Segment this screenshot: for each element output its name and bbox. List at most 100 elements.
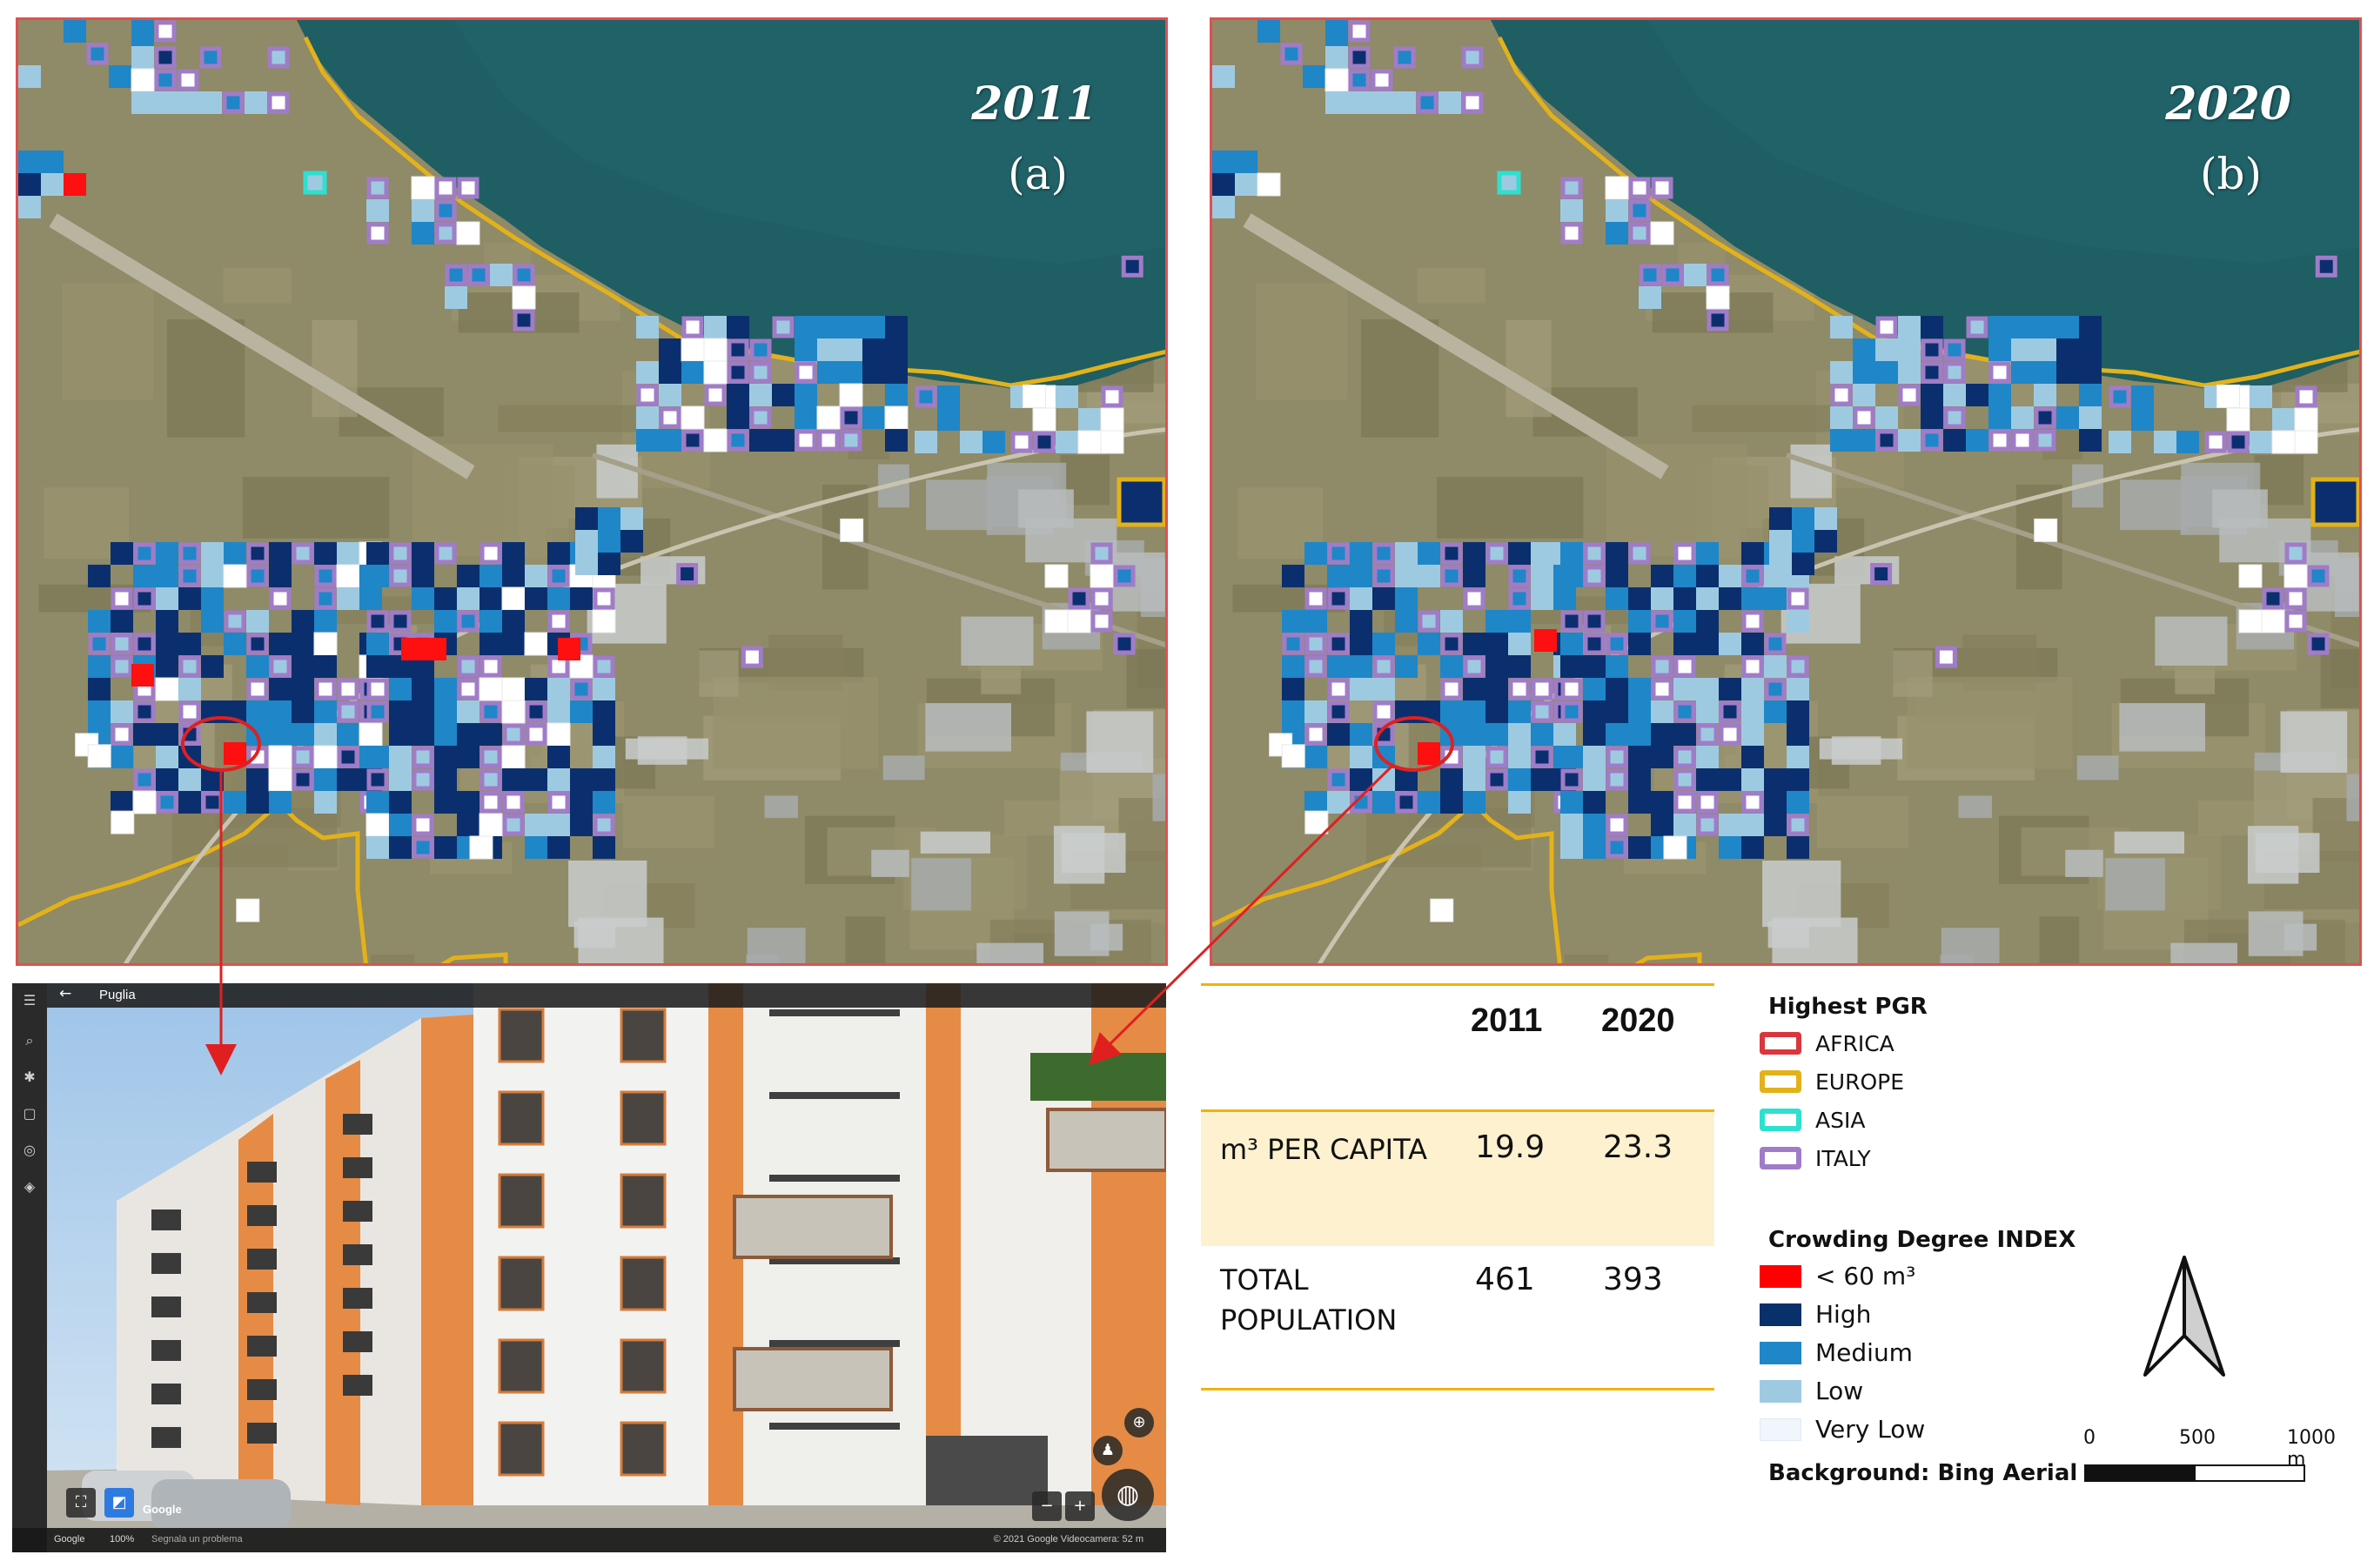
grid-cell-high	[2079, 429, 2102, 452]
grid-cell-low	[1212, 196, 1235, 218]
report-problem-link[interactable]: Segnala un problema	[151, 1534, 243, 1545]
grid-cell-high	[1787, 700, 1809, 723]
grid-cell-vlow	[336, 564, 360, 588]
grid-cell-italy	[1372, 723, 1395, 746]
grid-cell-high	[18, 173, 41, 196]
grid-cell-italy	[1485, 768, 1508, 791]
grid-cell-vlow	[313, 745, 338, 769]
grid-cell-low	[1673, 814, 1696, 836]
fullscreen-icon[interactable]: ⛶	[66, 1488, 96, 1518]
location-icon[interactable]: ◎	[23, 1142, 36, 1158]
grid-cell-italy	[154, 69, 177, 91]
settings-icon[interactable]: ✱	[23, 1069, 36, 1085]
grid-cell-high	[434, 768, 457, 791]
pegman-icon[interactable]: ♟	[1093, 1436, 1123, 1465]
imagery-icon[interactable]: ◩	[104, 1488, 134, 1518]
window	[498, 1090, 545, 1146]
grid-cell-high	[1921, 406, 1943, 429]
grid-cell-high	[201, 768, 224, 791]
grid-cell-low	[1898, 316, 1921, 338]
grid-cell-italy	[1560, 700, 1583, 723]
grid-cell-med	[246, 700, 269, 723]
grid-cell-med	[1418, 633, 1440, 655]
grid-cell-med	[269, 723, 292, 746]
grid-cell-high	[292, 678, 314, 700]
grid-cell-vlow	[111, 810, 135, 834]
grid-cell-vlow	[703, 338, 728, 362]
grid-cell-med	[795, 316, 817, 338]
balcony-rail	[769, 1423, 900, 1430]
grid-cell-italy	[111, 655, 133, 678]
window	[343, 1331, 372, 1352]
grid-cell-low	[457, 700, 479, 723]
grid-cell-italy	[178, 655, 201, 678]
grid-cell-italy	[1304, 655, 1327, 678]
grid-cell-high	[269, 633, 292, 655]
grid-cell-italy	[1853, 406, 1875, 429]
grid-cell-high	[1943, 429, 1966, 452]
grid-cell-low	[1463, 746, 1485, 768]
layers-icon[interactable]: ◈	[23, 1178, 36, 1195]
grid-cell-italy	[133, 587, 156, 610]
col-header-2020: 2020	[1601, 1002, 1675, 1039]
menu-icon[interactable]: ☰	[23, 992, 37, 1008]
grid-cell-vlow	[268, 745, 292, 769]
grid-cell-italy	[1741, 791, 1764, 814]
zoom-out-button[interactable]: −	[1032, 1491, 1062, 1521]
grid-cell-med	[1395, 587, 1418, 610]
grid-cell-low	[1348, 91, 1371, 114]
grid-cell-high	[1628, 633, 1651, 655]
land-patch	[242, 477, 390, 539]
coastline-boundary	[303, 36, 1165, 388]
grid-cell-italy	[269, 587, 292, 610]
grid-cell-low	[1395, 542, 1418, 565]
grid-cell-italy	[292, 746, 314, 768]
grid-cell-low	[1741, 678, 1764, 700]
grid-cell-high	[1787, 836, 1809, 859]
legend-swatch-africa	[1760, 1032, 1801, 1055]
grid-cell-med	[224, 542, 246, 565]
back-arrow-icon[interactable]: ←	[59, 985, 72, 1002]
grid-cell-low	[1787, 610, 1809, 633]
scale-bar-graphic	[2084, 1464, 2305, 1482]
grid-cell-italy	[1560, 610, 1583, 633]
grid-cell-asia	[1497, 171, 1521, 195]
grid-cell-low	[1508, 633, 1531, 655]
grid-cell-low	[1371, 91, 1393, 114]
google-attribution: Google	[54, 1534, 85, 1545]
grid-cell-med	[1764, 700, 1787, 723]
grid-cell-italy	[2307, 633, 2330, 655]
globe-icon[interactable]: ◍	[1102, 1469, 1154, 1521]
window	[343, 1244, 372, 1265]
window	[247, 1379, 277, 1400]
grid-cell-med	[224, 791, 246, 814]
urban-block	[2255, 833, 2320, 874]
grid-cell-vlow	[365, 813, 390, 837]
grid-cell-low	[1560, 199, 1583, 222]
grid-cell-vlow	[132, 790, 157, 814]
saved-icon[interactable]: ▢	[23, 1105, 37, 1122]
grid-cell-low	[201, 565, 224, 587]
grid-cell-italy	[1350, 791, 1372, 814]
grid-cell-low	[1719, 565, 1741, 587]
grid-cell-low	[1741, 768, 1764, 791]
grid-cell-med	[1583, 836, 1606, 859]
grid-cell-high	[2056, 338, 2079, 361]
grid-cell-high	[570, 587, 593, 610]
grid-cell-med	[246, 723, 269, 746]
grid-cell-low	[593, 746, 615, 768]
grid-cell-high	[1485, 700, 1508, 723]
grid-cell-high	[389, 700, 412, 723]
grid-cell-low	[1508, 746, 1531, 768]
grid-cell-vlow	[469, 835, 493, 860]
grid-cell-italy	[1673, 768, 1696, 791]
grid-cell-italy	[1787, 814, 1809, 836]
grid-cell-italy	[570, 678, 593, 700]
compass-locate-icon[interactable]: ⊕	[1124, 1408, 1154, 1437]
grid-cell-med	[1553, 587, 1576, 610]
scale-label-0: 0	[2083, 1427, 2096, 1449]
zoom-in-button[interactable]: +	[1065, 1491, 1095, 1521]
grid-cell-high	[1673, 587, 1696, 610]
search-icon[interactable]: ⌕	[25, 1032, 34, 1049]
grid-cell-high	[862, 361, 885, 384]
